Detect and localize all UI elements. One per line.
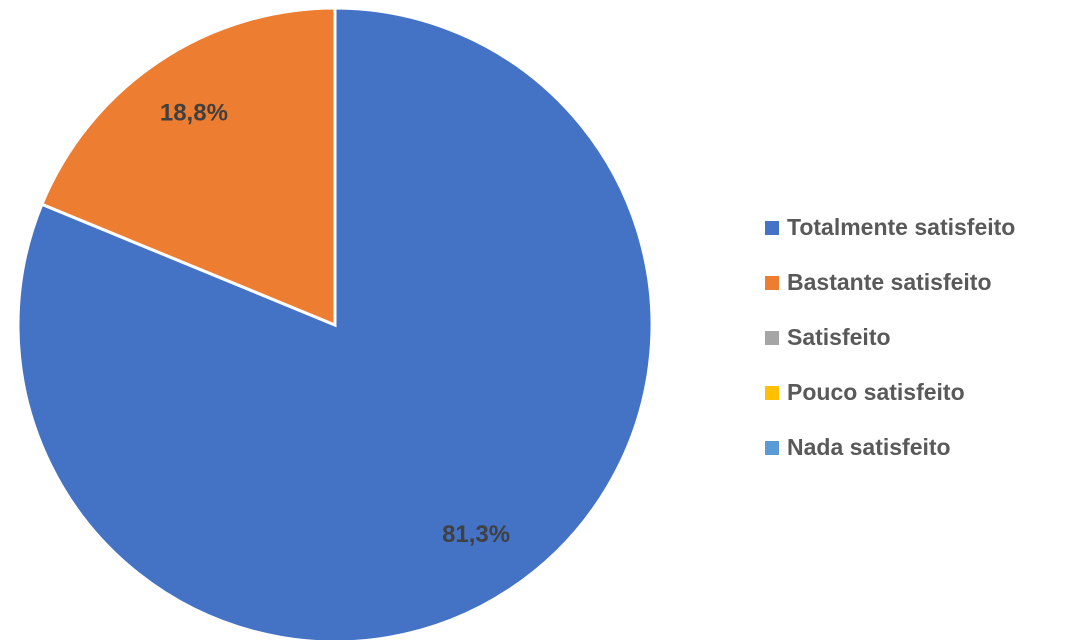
pie-data-label-1: 81,3% (442, 521, 510, 548)
legend-label: Totalmente satisfeito (787, 214, 1016, 240)
legend-item: Bastante satisfeito (765, 255, 1015, 310)
pie-slices (16, 6, 654, 640)
legend-item: Totalmente satisfeito (765, 200, 1015, 255)
legend-item: Nada satisfeito (765, 420, 1015, 475)
legend: Totalmente satisfeito Bastante satisfeito… (765, 200, 1015, 475)
legend-swatch (765, 385, 779, 400)
legend-label: Satisfeito (787, 324, 891, 350)
legend-swatch (765, 275, 779, 290)
pie-data-labels: 81,3% 18,8% (160, 100, 510, 548)
legend-item: Satisfeito (765, 310, 1015, 365)
legend-label: Pouco satisfeito (787, 379, 965, 405)
pie-data-label-2: 18,8% (160, 100, 228, 127)
legend-label: Bastante satisfeito (787, 269, 992, 295)
legend-swatch (765, 220, 779, 235)
legend-swatch (765, 440, 779, 455)
legend-item: Pouco satisfeito (765, 365, 1015, 420)
legend-label: Nada satisfeito (787, 434, 951, 460)
pie-slice-2 (39, 6, 337, 328)
legend-swatch (765, 330, 779, 345)
